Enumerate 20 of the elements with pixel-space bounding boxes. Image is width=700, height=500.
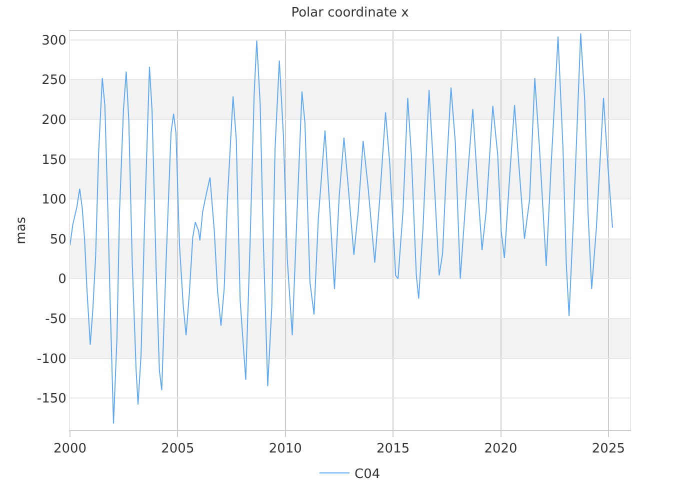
y-tick-label: 150 (42, 152, 66, 168)
y-tick-label: -100 (36, 352, 66, 367)
y-tick-label: 200 (42, 112, 66, 128)
y-tick-label: 50 (50, 232, 66, 248)
y-tick-label: -50 (45, 312, 66, 328)
legend-label: C04 (354, 466, 380, 482)
y-tick-label: 100 (42, 192, 66, 208)
x-tick-label: 2010 (268, 442, 302, 457)
y-tick-label: 0 (58, 272, 66, 288)
chart-title: Polar coordinate x (291, 6, 410, 21)
line-series (70, 32, 614, 424)
y-tick-label: 250 (42, 73, 66, 88)
y-tick-label: 300 (42, 33, 66, 48)
x-tick-label: 2015 (376, 442, 410, 457)
x-tick-label: 2000 (53, 442, 87, 457)
x-tick-label: 2005 (161, 442, 194, 457)
y-tick-label: -150 (36, 392, 66, 407)
y-axis-title: mas (14, 216, 29, 244)
x-tick-label: 2025 (592, 442, 626, 457)
x-tick-label: 2020 (484, 442, 518, 457)
